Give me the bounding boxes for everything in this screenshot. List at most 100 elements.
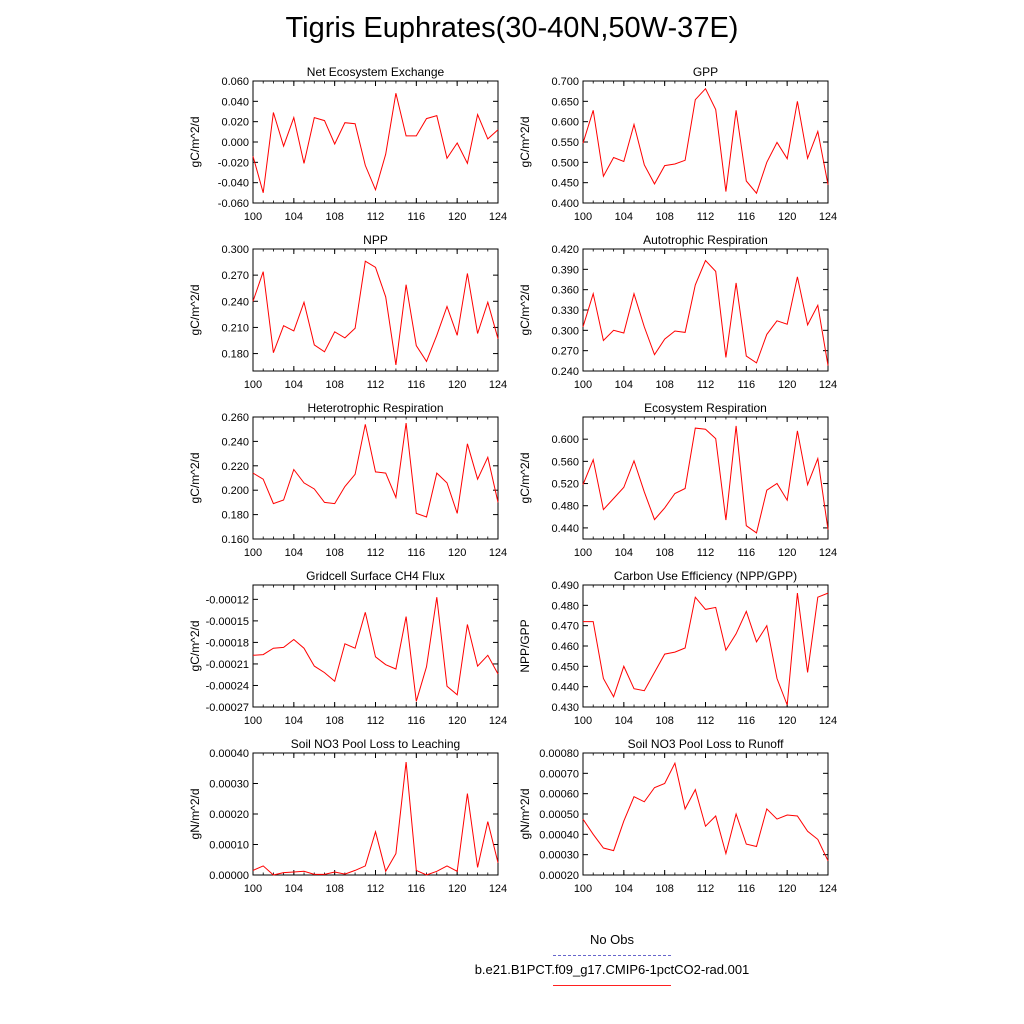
y-tick-label: 0.520 (551, 479, 579, 491)
x-tick-label: 108 (325, 211, 343, 223)
panel-1: GPP gC/m^2/d 100 104 108 112 116 120 124 0.400 0.4… (518, 65, 837, 223)
series-line (582, 259, 829, 366)
y-tick-label: 0.300 (221, 244, 249, 256)
y-tick-label: 0.360 (551, 285, 579, 297)
y-axis-label: gC/m^2/d (518, 453, 532, 504)
panel-title: Soil NO3 Pool Loss to Leaching (291, 737, 460, 751)
y-tick-label: 0.200 (221, 485, 249, 497)
y-tick-label: 0.480 (551, 501, 579, 513)
x-tick-label: 120 (448, 547, 466, 559)
x-tick-label: 100 (244, 715, 262, 727)
x-tick-label: 124 (819, 211, 837, 223)
y-tick-label: 0.450 (551, 661, 579, 673)
x-tick-label: 100 (574, 379, 592, 391)
x-tick-label: 108 (325, 883, 343, 895)
x-tick-label: 100 (244, 547, 262, 559)
x-tick-label: 112 (697, 211, 715, 223)
y-tick-label: 0.00030 (539, 850, 579, 862)
y-tick-label: 0.300 (551, 325, 579, 337)
x-tick-label: 124 (819, 379, 837, 391)
x-tick-label: 108 (655, 379, 673, 391)
legend-run-label: b.e21.B1PCT.f09_g17.CMIP6-1pctCO2-rad.00… (474, 962, 750, 977)
legend-obs-label: No Obs (589, 932, 635, 947)
plot-frame (252, 416, 499, 540)
x-tick-label: 120 (448, 379, 466, 391)
series-line (582, 87, 829, 195)
y-tick-label: 0.420 (551, 244, 579, 256)
x-tick-label: 112 (367, 883, 385, 895)
x-tick-label: 108 (325, 715, 343, 727)
x-tick-label: 120 (448, 211, 466, 223)
y-axis-label: gC/m^2/d (518, 285, 532, 336)
x-tick-label: 100 (574, 211, 592, 223)
y-tick-label: 0.000 (221, 137, 249, 149)
panel-5: Ecosystem Respiration gC/m^2/d 100 104 108 11… (518, 401, 837, 559)
panel-4: Heterotrophic Respiration gC/m^2/d 100 104 1… (188, 401, 507, 559)
x-tick-label: 108 (325, 379, 343, 391)
y-tick-label: -0.00024 (206, 680, 249, 692)
x-tick-label: 104 (615, 715, 633, 727)
plot-frame (252, 80, 499, 204)
x-tick-label: 124 (489, 211, 507, 223)
y-tick-label: 0.480 (551, 600, 579, 612)
x-tick-label: 112 (697, 547, 715, 559)
y-tick-label: 0.430 (551, 702, 579, 714)
y-tick-label: 0.560 (551, 456, 579, 468)
y-tick-label: 0.00000 (209, 870, 249, 882)
x-tick-label: 104 (615, 547, 633, 559)
y-axis-label: gN/m^2/d (518, 789, 532, 840)
y-axis-label: gC/m^2/d (188, 117, 202, 168)
x-tick-label: 124 (489, 547, 507, 559)
panel-title: Net Ecosystem Exchange (307, 65, 445, 79)
x-tick-label: 100 (574, 715, 592, 727)
series-line (582, 761, 829, 862)
x-tick-label: 124 (489, 715, 507, 727)
x-tick-label: 120 (448, 883, 466, 895)
y-tick-label: -0.040 (218, 178, 249, 190)
series-line (252, 260, 499, 365)
y-tick-label: 0.210 (221, 322, 249, 334)
x-tick-label: 108 (655, 547, 673, 559)
y-axis-label: gN/m^2/d (188, 789, 202, 840)
plot-frame (582, 752, 829, 876)
y-tick-label: 0.00020 (539, 870, 579, 882)
legend-run-line (553, 985, 671, 986)
y-tick-label: 0.450 (551, 178, 579, 190)
x-tick-label: 116 (408, 379, 426, 391)
y-axis-label: gC/m^2/d (188, 621, 202, 672)
y-tick-label: 0.440 (551, 682, 579, 694)
y-tick-label: -0.020 (218, 157, 249, 169)
panel-8: Soil NO3 Pool Loss to Leaching gN/m^2/d 10… (188, 737, 507, 895)
x-tick-label: 120 (778, 547, 796, 559)
x-tick-label: 124 (489, 883, 507, 895)
panel-9: Soil NO3 Pool Loss to Runoff gN/m^2/d 100 1… (518, 737, 837, 895)
y-tick-label: 0.460 (551, 641, 579, 653)
y-tick-label: 0.470 (551, 621, 579, 633)
x-tick-label: 112 (367, 379, 385, 391)
y-tick-label: -0.060 (218, 198, 249, 210)
y-tick-label: 0.500 (551, 157, 579, 169)
x-tick-label: 116 (738, 211, 756, 223)
panel-title: Gridcell Surface CH4 Flux (306, 569, 445, 583)
y-tick-label: -0.00018 (206, 637, 249, 649)
x-tick-label: 124 (489, 379, 507, 391)
x-tick-label: 108 (655, 715, 673, 727)
x-tick-label: 116 (738, 379, 756, 391)
plot-frame (582, 80, 829, 204)
y-axis-label: NPP/GPP (518, 619, 532, 672)
panel-title: Autotrophic Respiration (643, 233, 768, 247)
y-tick-label: 0.240 (551, 366, 579, 378)
y-tick-label: 0.00070 (539, 768, 579, 780)
x-tick-label: 124 (819, 715, 837, 727)
y-tick-label: 0.240 (221, 436, 249, 448)
panel-0: Net Ecosystem Exchange gC/m^2/d 100 104 108 1… (188, 65, 507, 223)
y-axis-label: gC/m^2/d (188, 453, 202, 504)
x-tick-label: 120 (778, 211, 796, 223)
y-tick-label: 0.040 (221, 96, 249, 108)
y-tick-label: 0.550 (551, 137, 579, 149)
panel-6: Gridcell Surface CH4 Flux gC/m^2/d 100 104 1… (188, 569, 507, 727)
x-tick-label: 116 (738, 715, 756, 727)
x-tick-label: 104 (285, 547, 303, 559)
y-tick-label: 0.260 (221, 412, 249, 424)
panel-title: Soil NO3 Pool Loss to Runoff (628, 737, 785, 751)
